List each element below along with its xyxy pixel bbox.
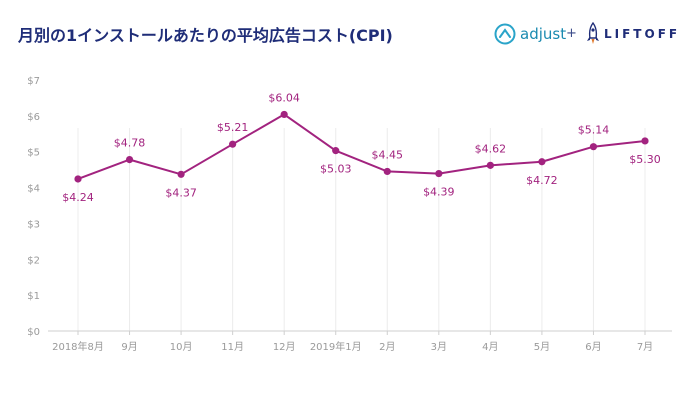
data-label: $4.39 — [423, 186, 455, 199]
data-point — [280, 110, 288, 119]
data-point — [332, 147, 340, 155]
y-tick-label: $5 — [27, 148, 40, 159]
y-tick-label: $2 — [27, 255, 40, 266]
x-tick-label: 2月 — [379, 341, 395, 353]
data-point — [125, 156, 134, 164]
data-label: $5.03 — [320, 163, 352, 176]
liftoff-logo: LIFTOFF — [586, 22, 680, 46]
data-point — [641, 137, 649, 145]
data-point — [229, 140, 237, 148]
data-point — [486, 161, 494, 169]
y-tick-label: $3 — [27, 219, 40, 230]
series-line — [77, 113, 646, 180]
x-tick-label: 3月 — [431, 341, 447, 353]
adjust-wordmark: adjust — [520, 25, 567, 43]
x-tick-label: 6月 — [585, 341, 601, 353]
adjust-icon — [494, 23, 516, 45]
y-tick-label: $4 — [27, 184, 40, 195]
x-tick-label: 5月 — [534, 341, 550, 353]
x-tick-label: 11月 — [221, 341, 244, 353]
x-tick-label: 10月 — [170, 341, 193, 353]
plus-sign: + — [566, 26, 577, 41]
x-tick-label: 2019年1月 — [310, 340, 362, 353]
y-tick-label: $1 — [27, 291, 40, 302]
y-tick-label: $0 — [27, 327, 40, 338]
y-tick-label: $6 — [27, 112, 40, 123]
data-label: $5.14 — [578, 124, 610, 137]
x-tick-label: 12月 — [273, 341, 296, 353]
data-label: $4.78 — [114, 137, 146, 150]
chart-title: 月別の1インストールあたりの平均広告コスト(CPI) — [18, 26, 393, 45]
data-point — [538, 158, 546, 166]
x-tick-label: 4月 — [482, 341, 498, 353]
x-tick-label: 7月 — [637, 341, 653, 353]
data-point — [383, 167, 391, 176]
data-point — [74, 175, 82, 183]
x-tick-label: 9月 — [121, 341, 137, 353]
y-tick-label: $7 — [27, 76, 40, 87]
data-label: $6.04 — [268, 91, 300, 104]
data-label: $5.21 — [217, 121, 249, 134]
data-label: $4.45 — [372, 148, 404, 161]
x-tick-label: 2018年8月 — [52, 340, 104, 353]
data-point — [177, 170, 185, 178]
data-label: $5.30 — [629, 153, 661, 166]
data-label: $4.37 — [165, 186, 197, 199]
data-label: $4.24 — [62, 191, 94, 204]
liftoff-wordmark: LIFTOFF — [604, 27, 681, 41]
data-point — [435, 169, 443, 178]
rocket-icon — [587, 22, 599, 44]
data-label: $4.72 — [526, 174, 558, 187]
data-point — [589, 143, 598, 151]
data-label: $4.62 — [475, 142, 507, 155]
adjust-logo: adjust — [494, 22, 566, 46]
